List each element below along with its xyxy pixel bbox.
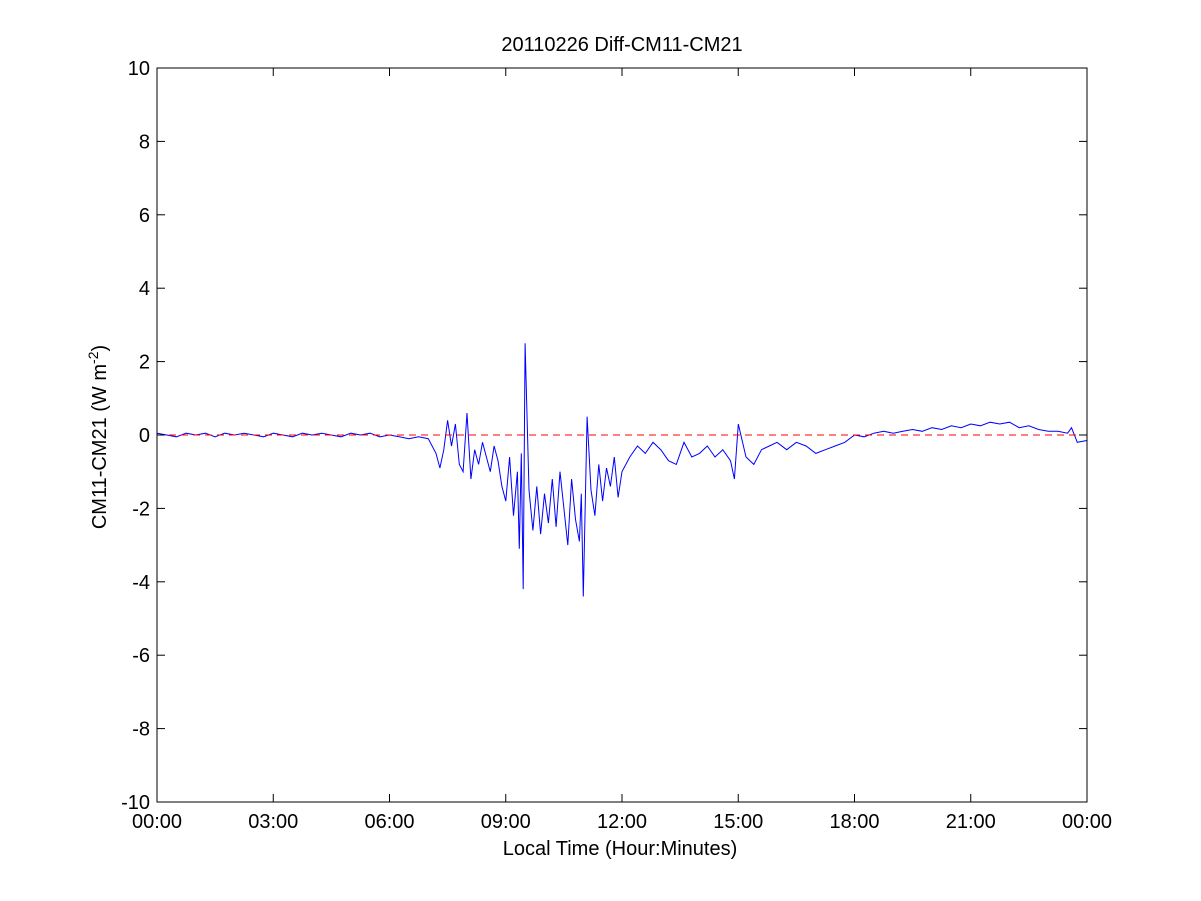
- plot-area: [156, 343, 1088, 597]
- x-tick-label: 18:00: [829, 811, 879, 833]
- y-axis-label-close: ): [89, 345, 111, 352]
- chart-title: 20110226 Diff-CM11-CM21: [501, 34, 742, 56]
- x-tick-label: 03:00: [248, 811, 298, 833]
- y-axis-label-main: CM11-CM21 (W m: [89, 364, 111, 529]
- x-tick-label: 06:00: [364, 811, 414, 833]
- y-tick-label: 0: [139, 425, 150, 447]
- x-tick-label: 00:00: [1062, 811, 1112, 833]
- y-tick-label: -2: [132, 498, 150, 520]
- y-tick-label: 4: [139, 278, 150, 300]
- y-tick-label: -10: [121, 792, 150, 814]
- x-tick-label: 21:00: [946, 811, 996, 833]
- y-tick-label: -8: [132, 719, 150, 741]
- axis-ticks: 00:00 03:00 06:00 09:00 12:00 15:00 18:00 21:00…: [121, 58, 1112, 833]
- x-tick-label: 00:00: [132, 811, 182, 833]
- x-tick-label: 15:00: [713, 811, 763, 833]
- y-tick-label: 2: [139, 352, 150, 374]
- x-tick-label: 09:00: [481, 811, 531, 833]
- x-tick-label: 12:00: [597, 811, 647, 833]
- y-axis-label: CM11-CM21 (W m-2): [85, 345, 111, 529]
- x-axis-label: Local Time (Hour:Minutes): [503, 838, 738, 860]
- y-tick-label: -4: [132, 572, 150, 594]
- y-tick-label: -6: [132, 645, 150, 667]
- y-tick-label: 10: [128, 58, 150, 80]
- y-axis-label-exponent: -2: [85, 351, 101, 364]
- y-tick-label: 6: [139, 205, 150, 227]
- y-tick-label: 8: [139, 131, 150, 153]
